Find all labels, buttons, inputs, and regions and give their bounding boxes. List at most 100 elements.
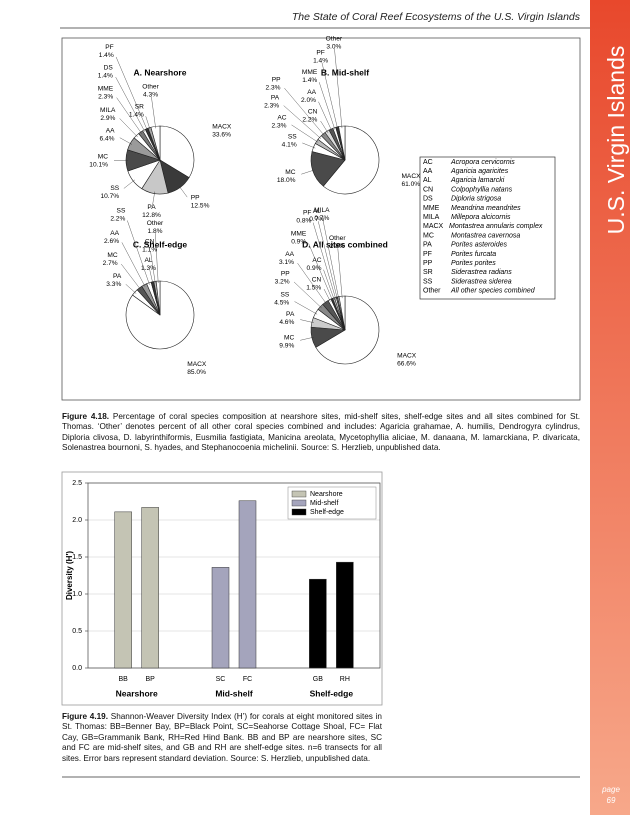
slice-label: MACX [187,361,207,368]
slice-label: CN [312,276,322,283]
leader-line [283,105,322,139]
species-legend [419,156,556,300]
slice-value-label: 61.0% [401,181,420,188]
x-tick-label: GB [313,676,323,683]
slice-value-label: 1.4% [98,73,113,80]
slice-value-label: 2.3% [271,122,286,129]
slice-value-label: 2.2% [110,216,125,223]
x-tick-label: SC [216,676,226,683]
slice-label: MILA [100,107,116,114]
legend-code: Other [423,288,441,295]
y-tick-label: 2.5 [72,480,82,487]
slice-label: Other [142,83,159,90]
legend-species: All other species combined [450,288,536,295]
bar [238,500,257,669]
header: The State of Coral Reef Ecosystems of th… [292,11,581,23]
leader-line [119,137,133,145]
y-tick-label: 0.0 [72,665,82,672]
legend-species: Agaricia agaricites [450,168,509,175]
y-tick-label: 0.5 [72,628,82,635]
slice-label: DS [104,65,114,72]
slice-label: CN [308,109,318,116]
slice-label: SS [117,208,126,215]
slice-value-label: 1.8% [148,228,163,235]
slice-value-label: 9.9% [279,342,294,349]
caption: Figure 4.19. Shannon-Weaver Diversity In… [62,712,382,764]
bar [309,578,327,669]
slice-value-label: 10.1% [89,161,108,168]
legend-code: MME [423,205,440,212]
leader-line [119,118,138,138]
slice-label: SS [288,133,297,140]
legend-species: Porites asteroides [451,242,508,249]
slice-label: PP [191,195,200,202]
slice-label: SR [135,103,144,110]
leader-line [150,251,156,284]
y-tick-label: 2.0 [72,517,82,524]
slice-value-label: 4.6% [279,319,294,326]
slice-label: PA [271,94,280,101]
slice-label: PP [281,271,290,278]
leader-line [318,101,332,131]
legend-species: Millepora alcicornis [451,214,511,221]
leader-line [322,220,339,299]
slice-label: SS [110,185,119,192]
slice-value-label: 1.4% [129,111,144,118]
legend-code: SS [423,278,433,285]
slice-label: AA [110,230,119,237]
slice-value-label: 2.7% [103,260,118,267]
legend-swatch [291,499,307,507]
legend-swatch [291,508,307,516]
pie-title: A. Nearshore [134,67,187,77]
side-title: U.S. Virgin Islands [603,46,629,235]
slice-value-label: 4.1% [282,141,297,148]
caption: Figure 4.18. Percentage of coral species… [62,412,580,454]
slice-value-label: 2.9% [100,115,115,122]
leader-line [115,56,148,131]
figure-frame [61,471,383,706]
slice-value-label: 0.9% [291,239,306,246]
leader-line [334,48,343,129]
legend-species: Diploria strigosa [451,196,501,203]
slice-label: AL [313,208,321,215]
legend-code: AA [423,168,433,175]
legend-label: Nearshore [310,491,343,498]
slice-label: PA [113,273,122,280]
slice-value-label: 2.8% [330,243,345,250]
pie-slice [159,125,195,179]
pie-slice [315,295,380,365]
legend-species: Montastrea cavernosa [451,232,520,239]
x-tick-label: BB [118,676,128,683]
group-label: Mid-shelf [215,688,252,698]
leader-line [337,248,343,299]
leader-line [178,185,188,198]
slice-value-label: 6.4% [100,136,115,143]
page-number: 69 [607,796,616,805]
bar [114,511,132,669]
legend-species: Porites porites [451,260,496,267]
pie-title: C. Shelf-edge [133,239,188,249]
legend-species: Meandrina meandrites [451,205,521,212]
bar [141,507,159,669]
leader-line [300,319,314,323]
slice-value-label: 0.9% [307,265,322,272]
leader-line [294,301,318,315]
legend-label: Shelf-edge [310,509,344,516]
legend-swatch [291,490,307,498]
legend-species: Porites furcata [451,251,496,258]
slice-label: SS [280,291,289,298]
y-tick-label: 1.0 [72,591,82,598]
slice-value-label: 4.3% [143,91,158,98]
leader-line [312,222,337,300]
slice-value-label: 0.7% [314,215,329,222]
slice-value-label: 1.4% [302,77,317,84]
pie-title: B. Mid-shelf [321,67,369,77]
slice-label: AA [307,89,316,96]
y-tick-label: 1.5 [72,554,82,561]
leader-line [293,281,322,309]
leader-line [297,263,327,305]
slice-label: AC [277,114,286,121]
slice-label: MC [107,252,117,259]
